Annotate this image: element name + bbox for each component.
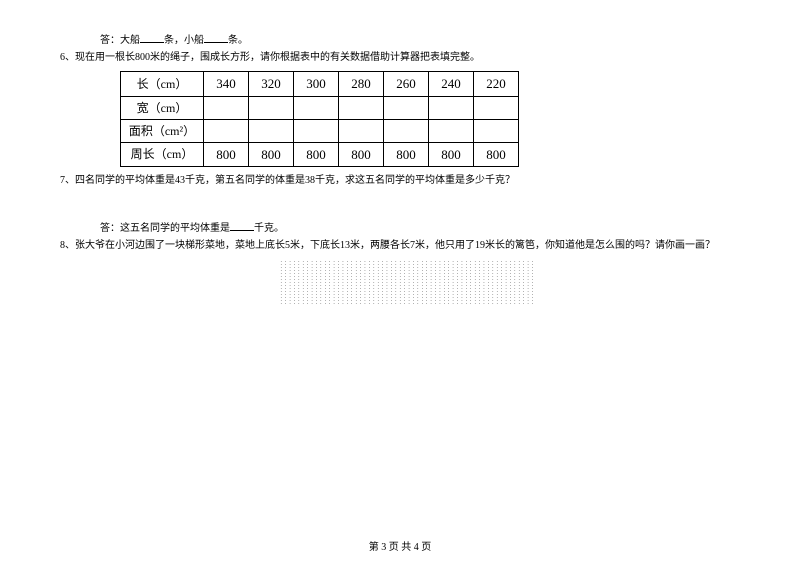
table-cell[interactable] [204,96,249,119]
q7-answer-line: 答：这五名同学的平均体重是 千克。 [60,220,740,236]
q8-dot-grid: ........................................… [280,259,550,314]
q5-mid: 条，小船 [164,35,204,46]
q8-line: 8、张大爷在小河边围了一块梯形菜地，菜地上底长5米，下底长13米，两腰各长7米，… [60,238,740,253]
q5-answer-line: 答：大船 条，小船 条。 [60,32,740,48]
table-cell[interactable] [249,119,294,142]
table-cell[interactable] [294,96,339,119]
table-cell: 800 [204,142,249,167]
row-label: 长（cm） [121,72,204,97]
table-cell: 280 [339,72,384,97]
table-cell[interactable] [429,119,474,142]
row-label: 宽（cm） [121,96,204,119]
q6-line: 6、现在用一根长800米的绳子，围成长方形，请你根据表中的有关数据借助计算器把表… [60,50,740,65]
q8-text: 张大爷在小河边围了一块梯形菜地，菜地上底长5米，下底长13米，两腰各长7米，他只… [75,240,715,251]
table-cell: 240 [429,72,474,97]
table-cell: 800 [474,142,519,167]
q6-num: 6、 [60,52,75,63]
table-row: 面积（cm²） [121,119,519,142]
page-content: 答：大船 条，小船 条。 6、现在用一根长800米的绳子，围成长方形，请你根据表中的… [0,0,800,565]
q6-text: 现在用一根长800米的绳子，围成长方形，请你根据表中的有关数据借助计算器把表填完… [75,52,480,63]
table-cell[interactable] [339,96,384,119]
table-row: 长（cm）340320300280260240220 [121,72,519,97]
page-footer: 第 3 页 共 4 页 [0,540,800,555]
table-cell: 800 [339,142,384,167]
table-cell[interactable] [474,96,519,119]
table-cell: 800 [294,142,339,167]
table-cell[interactable] [384,119,429,142]
q8-num: 8、 [60,240,75,251]
table-cell: 800 [249,142,294,167]
table-cell: 800 [384,142,429,167]
row-label: 周长（cm） [121,142,204,167]
q5-suffix: 条。 [228,35,248,46]
q7-spacer [60,190,740,218]
table-cell: 340 [204,72,249,97]
table-cell: 300 [294,72,339,97]
q7-answer-suffix: 千克。 [254,223,284,234]
q7-answer-prefix: 答：这五名同学的平均体重是 [100,223,230,234]
table-cell[interactable] [204,119,249,142]
q6-table: 长（cm）340320300280260240220宽（cm）面积（cm²）周长… [120,71,519,167]
table-cell: 320 [249,72,294,97]
q5-prefix: 答：大船 [100,35,140,46]
q7-blank[interactable] [230,220,254,231]
table-cell: 260 [384,72,429,97]
table-cell: 800 [429,142,474,167]
table-row: 周长（cm）800800800800800800800 [121,142,519,167]
table-cell[interactable] [474,119,519,142]
table-row: 宽（cm） [121,96,519,119]
table-cell[interactable] [384,96,429,119]
table-cell[interactable] [249,96,294,119]
q5-blank1[interactable] [140,32,164,43]
table-cell[interactable] [294,119,339,142]
q7-line: 7、四名同学的平均体重是43千克，第五名同学的体重是38千克，求这五名同学的平均… [60,173,740,188]
q7-num: 7、 [60,175,75,186]
table-cell: 220 [474,72,519,97]
q5-blank2[interactable] [204,32,228,43]
table-cell[interactable] [339,119,384,142]
q7-text: 四名同学的平均体重是43千克，第五名同学的体重是38千克，求这五名同学的平均体重… [75,175,515,186]
row-label: 面积（cm²） [121,119,204,142]
table-cell[interactable] [429,96,474,119]
